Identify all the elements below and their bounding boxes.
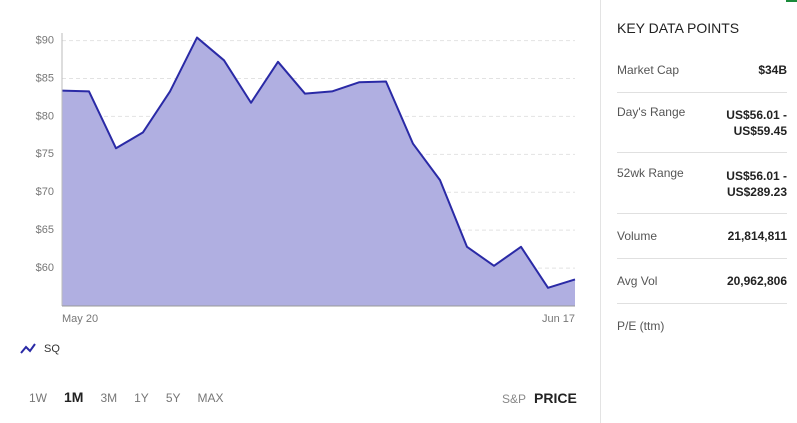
y-tick-label: $90	[36, 34, 54, 46]
range-button[interactable]: 1W	[29, 391, 47, 405]
row-value: 20,962,806	[726, 274, 787, 288]
separator	[617, 213, 787, 214]
row-value: US$56.01 - US$59.45	[726, 108, 787, 138]
row-label: Day's Range	[617, 105, 686, 119]
y-tick-label: $65	[36, 224, 54, 236]
y-tick-label: $70	[36, 186, 54, 198]
mode-button[interactable]: S&P	[502, 392, 527, 406]
data-row: Volume 21,814,811	[617, 226, 787, 246]
row-label: Market Cap	[617, 63, 680, 77]
y-tick-label: $75	[36, 148, 54, 160]
legend-icon	[20, 343, 36, 354]
data-row: Day's Range US$56.01 - US$59.45	[617, 105, 787, 141]
range-button[interactable]: MAX	[197, 391, 224, 405]
legend: SQ	[20, 343, 60, 355]
row-label: 52wk Range	[617, 166, 684, 180]
separator	[617, 92, 787, 93]
separator	[617, 303, 787, 304]
accent	[786, 0, 797, 2]
range-button[interactable]: 5Y	[165, 391, 181, 405]
divider	[600, 0, 601, 423]
y-tick-label: $85	[36, 72, 54, 84]
data-row: P/E (ttm)	[617, 316, 787, 336]
row-label: Volume	[617, 229, 658, 243]
x-tick-label: Jun 17	[542, 313, 575, 325]
x-tick-label: May 20	[62, 313, 98, 325]
panel-title: KEY DATA POINTS	[617, 20, 740, 36]
legend-label: SQ	[44, 343, 60, 355]
range-button[interactable]: 1M	[64, 389, 84, 405]
data-row: Avg Vol 20,962,806	[617, 271, 787, 291]
row-value: 21,814,811	[727, 229, 787, 243]
data-row: Market Cap $34B	[617, 60, 787, 80]
separator	[617, 152, 787, 153]
line	[61, 36, 576, 289]
separator	[617, 258, 787, 259]
mode-button[interactable]: PRICE	[534, 390, 577, 406]
row-value: US$56.01 - US$289.23	[726, 169, 787, 199]
row-label: P/E (ttm)	[617, 319, 665, 333]
data-row: 52wk Range US$56.01 - US$289.23	[617, 166, 787, 202]
y-tick-label: $60	[36, 262, 54, 274]
range-button[interactable]: 1Y	[134, 391, 149, 405]
row-value: $34B	[758, 63, 787, 77]
range-button[interactable]: 3M	[100, 391, 118, 405]
mode-buttons: S&P PRICE	[502, 390, 577, 406]
range-buttons: 1W 1M 3M 1Y 5Y MAX	[29, 389, 241, 405]
area	[62, 37, 575, 307]
chart: $60 $65 $70 $75 $80 $85 $90 May 20 Jun 17	[36, 33, 576, 325]
y-tick-label: $80	[36, 110, 54, 122]
row-label: Avg Vol	[617, 274, 658, 288]
